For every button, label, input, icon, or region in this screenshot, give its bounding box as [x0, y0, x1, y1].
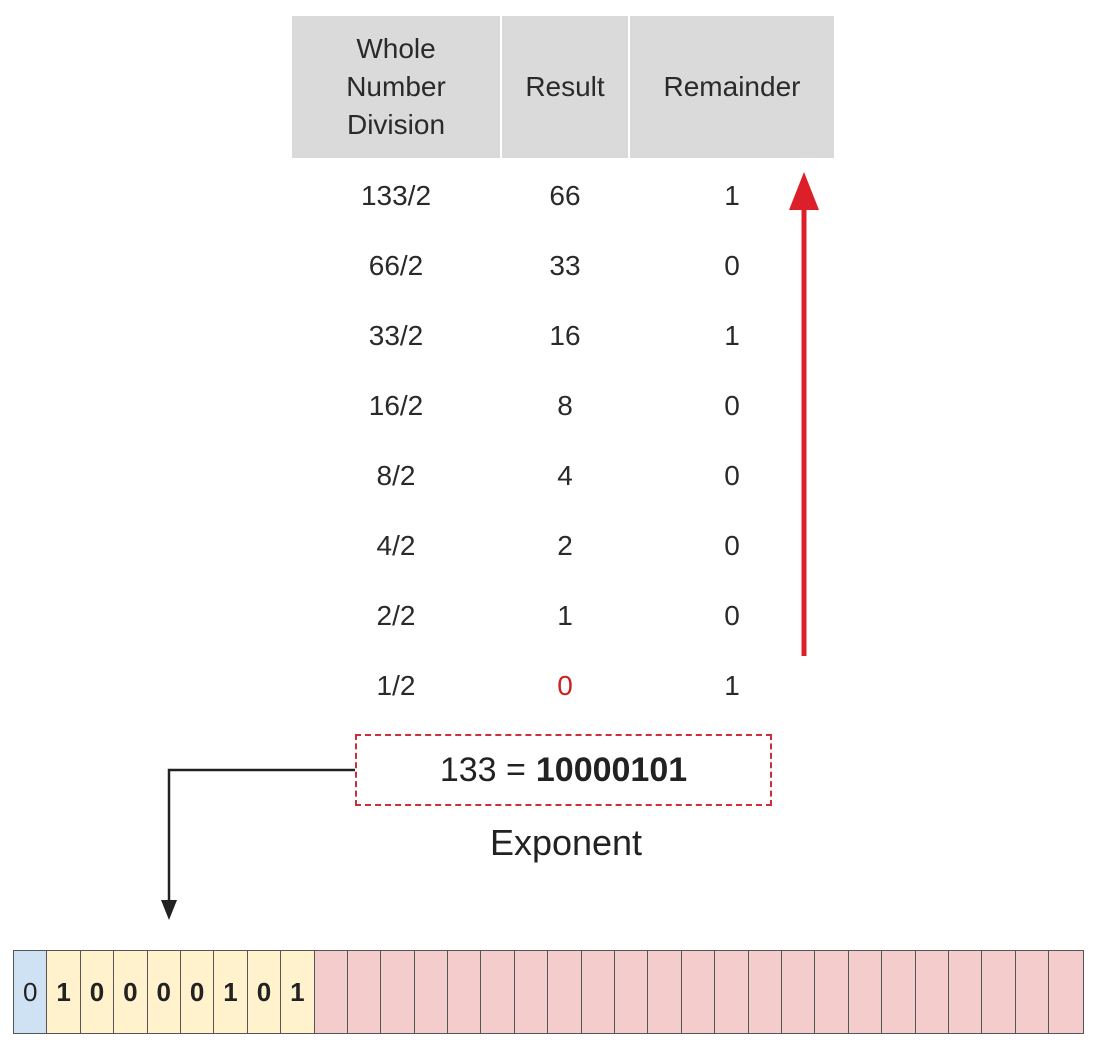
row-remainder: 1 — [724, 670, 740, 701]
black-connector-line — [167, 768, 355, 905]
bit-strip: 0 1 0 0 0 0 1 0 1 — [13, 950, 1084, 1034]
exponent-bit: 0 — [147, 951, 181, 1033]
row-result: 1 — [557, 600, 573, 631]
mantissa-bit — [748, 951, 782, 1033]
mantissa-bit — [948, 951, 983, 1033]
mantissa-bit — [581, 951, 616, 1033]
mantissa-bit — [915, 951, 949, 1033]
decimal-text: 133 = — [439, 750, 526, 789]
black-arrow-head — [161, 900, 177, 920]
row-division: 16/2 — [368, 390, 424, 421]
mantissa-bit — [615, 951, 649, 1033]
row-remainder: 0 — [724, 390, 740, 421]
mantissa-bit — [882, 951, 916, 1033]
row-result-final-zero: 0 — [557, 670, 573, 701]
exponent-bit: 0 — [80, 951, 115, 1033]
mantissa-bit — [381, 951, 415, 1033]
header-whole-number-division: Whole Number Division — [292, 16, 500, 158]
mantissa-bit — [414, 951, 449, 1033]
row-division: 1/2 — [376, 670, 416, 701]
row-result: 16 — [549, 320, 581, 351]
red-arrow-head — [789, 172, 819, 210]
row-division: 133/2 — [360, 180, 432, 211]
exponent-bit: 0 — [247, 951, 282, 1033]
exponent-bit: 1 — [281, 951, 315, 1033]
mantissa-bit — [715, 951, 749, 1033]
row-remainder: 0 — [724, 250, 740, 281]
header-result: Result — [502, 16, 628, 158]
row-division: 66/2 — [368, 250, 424, 281]
mantissa-bit — [1049, 951, 1083, 1033]
header-remainder: Remainder — [630, 16, 834, 158]
mantissa-bit — [681, 951, 716, 1033]
mantissa-bit — [448, 951, 482, 1033]
binary-result-box: 133 = 10000101 — [355, 734, 772, 806]
exponent-label: Exponent — [489, 822, 643, 863]
row-remainder: 1 — [724, 180, 740, 211]
row-remainder: 0 — [724, 460, 740, 491]
header-remainder-label: Remainder — [663, 71, 801, 102]
row-division: 33/2 — [368, 320, 424, 351]
header-whole-number-division-label: Whole Number Division — [346, 33, 446, 140]
binary-text: 10000101 — [535, 750, 688, 789]
row-division: 8/2 — [376, 460, 416, 491]
row-result: 8 — [557, 390, 573, 421]
row-remainder: 0 — [724, 530, 740, 561]
row-division: 2/2 — [376, 600, 416, 631]
mantissa-bit — [548, 951, 582, 1033]
exponent-bit: 0 — [114, 951, 148, 1033]
mantissa-bit — [815, 951, 849, 1033]
mantissa-bit — [848, 951, 883, 1033]
row-remainder: 0 — [724, 600, 740, 631]
exponent-bit: 0 — [180, 951, 215, 1033]
mantissa-bit — [648, 951, 682, 1033]
row-result: 2 — [557, 530, 573, 561]
row-result: 4 — [557, 460, 573, 491]
mantissa-bit — [314, 951, 348, 1033]
mantissa-bit — [514, 951, 549, 1033]
exponent-bit: 1 — [47, 951, 81, 1033]
mantissa-bit — [481, 951, 515, 1033]
sign-bit: 0 — [14, 951, 48, 1033]
row-remainder: 1 — [724, 320, 740, 351]
mantissa-bit — [781, 951, 816, 1033]
exponent-bit: 1 — [214, 951, 248, 1033]
header-result-label: Result — [525, 71, 605, 102]
mantissa-bit — [1015, 951, 1050, 1033]
mantissa-bit — [347, 951, 382, 1033]
row-result: 66 — [549, 180, 581, 211]
row-result: 33 — [549, 250, 581, 281]
row-division: 4/2 — [376, 530, 416, 561]
mantissa-bit — [982, 951, 1016, 1033]
